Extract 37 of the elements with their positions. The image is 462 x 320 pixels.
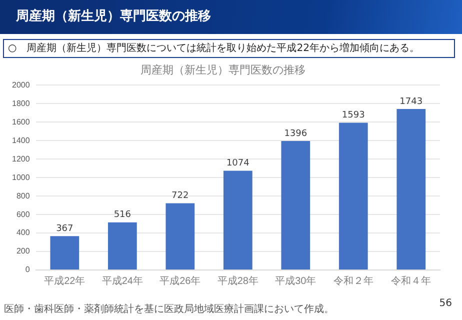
- data-label: 722: [172, 191, 189, 202]
- x-tick-label: 令和２年: [333, 274, 374, 287]
- y-tick-label: 1200: [12, 154, 30, 164]
- bar: [223, 170, 252, 270]
- bar: [338, 122, 368, 270]
- y-tick-label: 1400: [12, 136, 30, 145]
- bar: [108, 222, 137, 270]
- bar: [50, 236, 80, 270]
- data-label: 1593: [342, 110, 365, 121]
- y-tick-label: 200: [16, 246, 30, 256]
- y-tick-label: 600: [16, 210, 30, 219]
- bar: [281, 141, 310, 270]
- y-tick-label: 1600: [12, 117, 30, 126]
- y-tick-label: 0: [25, 265, 30, 274]
- x-tick-label: 平成22年: [44, 274, 86, 287]
- data-label: 1396: [284, 128, 308, 139]
- y-tick-label: 400: [16, 228, 30, 238]
- y-tick-label: 800: [16, 191, 30, 200]
- chart-title: 周産期（新生児）専門医数の推移: [140, 63, 306, 76]
- text: 56: [439, 298, 452, 309]
- bar: [166, 203, 195, 270]
- chart-subtitle: ○ 周産期（新生児）専門医数については統計を取り始めた平成22年から増加傾向にある。: [3, 39, 455, 58]
- data-label: 1074: [226, 158, 250, 169]
- y-tick-label: 1000: [12, 172, 30, 182]
- x-tick-label: 平成30年: [275, 274, 316, 287]
- data-label: 1743: [400, 96, 423, 107]
- y-tick-label: 1800: [12, 98, 30, 108]
- y-tick-label: 2000: [12, 80, 30, 90]
- x-tick-label: 令和４年: [391, 274, 432, 287]
- text: 医師・歯科医師・薬剤師統計を基に医政局地域医療計画課において作成。: [4, 302, 334, 316]
- x-tick-label: 平成24年: [102, 274, 143, 287]
- data-label: 367: [56, 224, 74, 234]
- text: 周産期（新生児）専門医数の推移: [0, 0, 462, 34]
- bar: [396, 108, 426, 270]
- data-label: 516: [114, 210, 132, 220]
- x-tick-label: 平成28年: [217, 274, 258, 287]
- x-tick-label: 平成26年: [160, 274, 201, 287]
